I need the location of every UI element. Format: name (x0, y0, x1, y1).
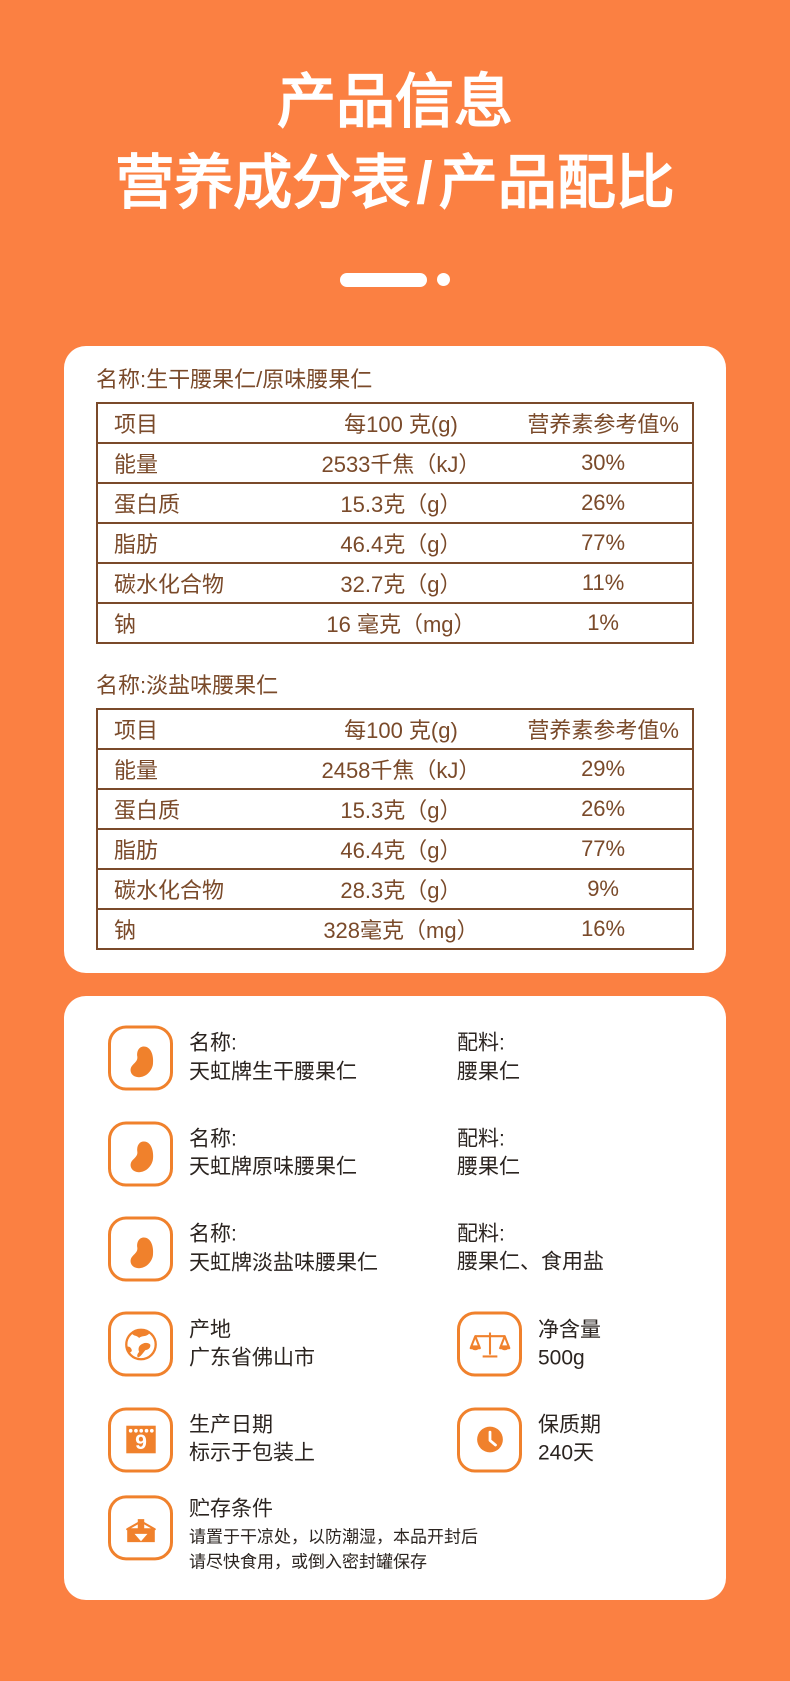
svg-text:9: 9 (135, 1431, 147, 1454)
